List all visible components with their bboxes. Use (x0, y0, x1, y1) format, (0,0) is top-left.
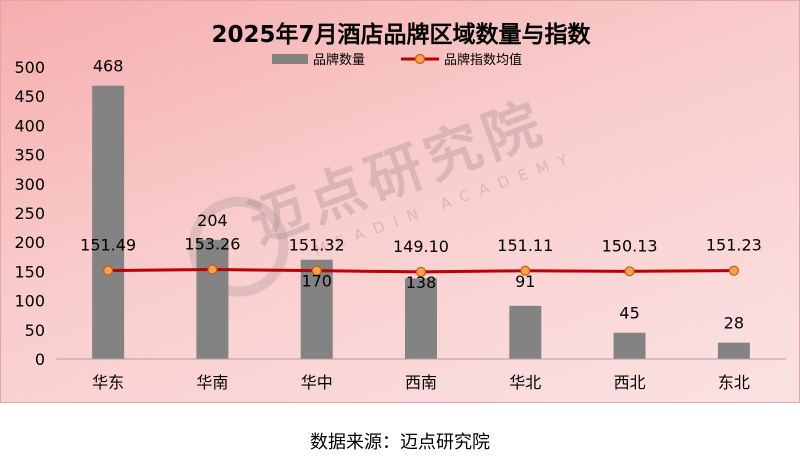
bar-4 (509, 305, 542, 359)
chart-area: 迈点研究院 MEADIN ACADEMY 2025年7月酒店品牌区域数量与指数 … (0, 0, 800, 403)
chart-canvas: 0 50 100 150 200 250 300 350 400 450 500 华东 华南 华中 西南 华北… (14, 52, 786, 392)
line-point-6 (728, 265, 739, 276)
x-tick-label-2: 华中 (301, 373, 333, 392)
y-tick-label-7: 350 (14, 146, 45, 165)
line-value-label-2: 151.32 (289, 236, 345, 255)
y-tick-label-3: 150 (14, 262, 45, 281)
bar-value-label-4: 91 (515, 272, 535, 291)
bar-3 (405, 278, 437, 359)
line-value-label-4: 151.11 (497, 236, 553, 255)
x-tick-label-6: 东北 (718, 373, 750, 392)
line-value-label-3: 149.10 (393, 237, 449, 256)
y-tick-label-5: 250 (14, 204, 45, 223)
y-tick-label-6: 300 (14, 175, 45, 194)
y-tick-label-9: 450 (14, 87, 45, 106)
legend-bar-swatch (272, 54, 308, 64)
bar-value-label-1: 204 (197, 211, 228, 230)
y-tick-label-1: 50 (25, 321, 45, 340)
bar-5 (613, 332, 646, 359)
x-tick-label-3: 西南 (405, 373, 437, 392)
legend-line-label: 品牌指数均值 (444, 52, 522, 68)
bar-value-label-5: 45 (619, 304, 639, 323)
y-tick-label-8: 400 (14, 116, 45, 135)
line-point-1 (207, 264, 218, 275)
x-tick-label-4: 华北 (509, 373, 541, 392)
bar-value-label-3: 138 (406, 273, 437, 292)
y-tick-label-4: 200 (14, 233, 45, 252)
y-tick-label-2: 100 (14, 292, 45, 311)
bar-1 (196, 239, 229, 359)
line-point-2 (311, 265, 322, 276)
line-point-3 (415, 266, 427, 278)
line-value-label-0: 151.49 (80, 236, 136, 255)
y-tick-label-10: 500 (14, 58, 45, 77)
line-point-5 (624, 266, 635, 277)
x-tick-label-1: 华南 (196, 373, 228, 392)
line-value-label-1: 153.26 (184, 234, 240, 253)
legend-line-marker (414, 53, 426, 65)
bar-2 (300, 259, 333, 359)
legend-bar-label: 品牌数量 (313, 52, 365, 68)
line-point-0 (103, 265, 114, 276)
chart-title: 2025年7月酒店品牌区域数量与指数 (211, 22, 591, 48)
bar-0 (92, 85, 125, 360)
bar-value-label-2: 170 (301, 272, 332, 291)
source-caption: 数据来源：迈点研究院 (310, 432, 490, 453)
x-tick-label-0: 华东 (92, 373, 124, 392)
bar-value-label-0: 468 (93, 57, 124, 76)
line-value-label-6: 151.23 (706, 236, 762, 255)
line-value-label-5: 150.13 (602, 236, 658, 255)
y-tick-label-0: 0 (35, 350, 45, 369)
line-point-4 (520, 265, 531, 276)
bar-6 (717, 342, 750, 359)
bar-value-label-6: 28 (724, 314, 744, 333)
x-tick-label-5: 西北 (614, 373, 646, 392)
